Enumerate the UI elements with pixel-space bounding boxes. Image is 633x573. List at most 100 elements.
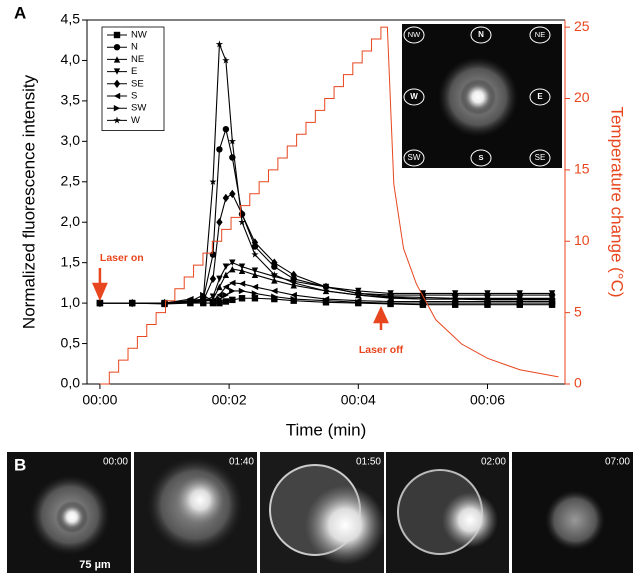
marker (209, 274, 217, 284)
marker (216, 283, 223, 291)
marker (215, 40, 224, 48)
marker (229, 296, 236, 304)
marker (222, 271, 230, 278)
y2-tick-label: 5 (574, 303, 582, 319)
marker (251, 238, 259, 247)
marker (354, 291, 362, 299)
marker (222, 291, 230, 299)
marker (451, 295, 459, 303)
y-tick-label: 4,5 (61, 11, 81, 27)
inset-image (402, 24, 562, 168)
y2-tick-label: 0 (574, 375, 582, 391)
marker (222, 126, 230, 133)
marker (355, 299, 362, 306)
legend-label: S (131, 91, 137, 102)
marker (271, 277, 278, 284)
marker (209, 298, 217, 305)
frame-time: 00:00 (103, 457, 128, 468)
marker (251, 295, 259, 302)
inset-label: NW (408, 30, 421, 39)
y2-tick-label: 20 (574, 89, 590, 105)
legend-marker (113, 92, 121, 100)
marker (386, 293, 395, 301)
marker (484, 301, 491, 308)
marker (238, 280, 246, 287)
inset-marker (470, 26, 492, 44)
temperature-line (99, 26, 559, 385)
marker (222, 263, 230, 270)
y2-tick-label: 10 (574, 232, 590, 248)
marker (271, 295, 278, 303)
y-tick-label: 2,5 (61, 172, 81, 188)
y-tick-label: 3,0 (61, 132, 81, 148)
marker (251, 267, 259, 274)
inset-marker (403, 149, 425, 167)
marker (271, 287, 278, 295)
inset-marker (529, 88, 551, 106)
annotation-arrow (373, 306, 389, 330)
panel-b-images (7, 452, 633, 573)
y2-tick-label: 25 (574, 18, 590, 34)
inset-marker (470, 149, 492, 167)
legend-label: SW (131, 103, 146, 114)
y-tick-label: 1,0 (61, 294, 81, 310)
y2-tick-label: 15 (574, 161, 590, 177)
marker (238, 295, 246, 302)
marker (229, 279, 236, 287)
legend-marker (113, 56, 121, 63)
marker (451, 290, 459, 297)
marker (199, 295, 207, 303)
marker (238, 263, 246, 270)
y-tick-label: 0,5 (61, 334, 81, 350)
y-tick-label: 3,5 (61, 92, 81, 108)
legend-label: SE (131, 78, 144, 89)
marker (238, 218, 246, 226)
marker (186, 297, 195, 305)
marker (322, 282, 330, 292)
marker (251, 283, 259, 291)
marker (516, 290, 523, 297)
inset-marker (403, 88, 425, 106)
marker (270, 270, 278, 278)
x-tick-label: 00:00 (82, 392, 117, 408)
marker (251, 250, 259, 258)
y-tick-label: 0,0 (61, 375, 81, 391)
inset-label: NE (535, 30, 545, 39)
y-tick-label: 4,0 (61, 51, 81, 67)
panel-label: B (14, 455, 26, 474)
marker (271, 293, 278, 300)
marker (322, 297, 330, 304)
marker (222, 298, 230, 305)
inset-label: N (478, 30, 484, 39)
marker (229, 189, 236, 199)
marker (96, 299, 104, 307)
legend-label: E (131, 66, 137, 77)
marker (222, 56, 230, 64)
legend-box (101, 26, 165, 131)
marker (516, 301, 523, 308)
frame-time: 01:40 (229, 457, 254, 468)
marker (290, 270, 297, 279)
marker (290, 282, 297, 289)
marker (484, 290, 491, 297)
y-tick-label: 1,5 (61, 253, 81, 269)
marker (229, 265, 236, 273)
marker (387, 299, 394, 307)
inset-label: SE (535, 153, 546, 162)
y-axis-title: Normalized fluorescence intensity (19, 74, 38, 329)
x-tick-label: 00:06 (470, 392, 505, 408)
marker (419, 301, 427, 308)
legend-label: N (131, 42, 138, 53)
marker (229, 287, 236, 295)
marker (209, 177, 217, 185)
legend-label: NW (131, 30, 147, 41)
marker (222, 283, 230, 291)
frame-time: 02:00 (481, 457, 506, 468)
legend-marker (113, 68, 121, 75)
annotation: Laser off (359, 344, 404, 356)
marker (251, 271, 259, 278)
marker (548, 290, 556, 297)
frame-time: 07:00 (605, 457, 630, 468)
marker (160, 299, 169, 307)
frame-time: 01:50 (356, 457, 381, 468)
